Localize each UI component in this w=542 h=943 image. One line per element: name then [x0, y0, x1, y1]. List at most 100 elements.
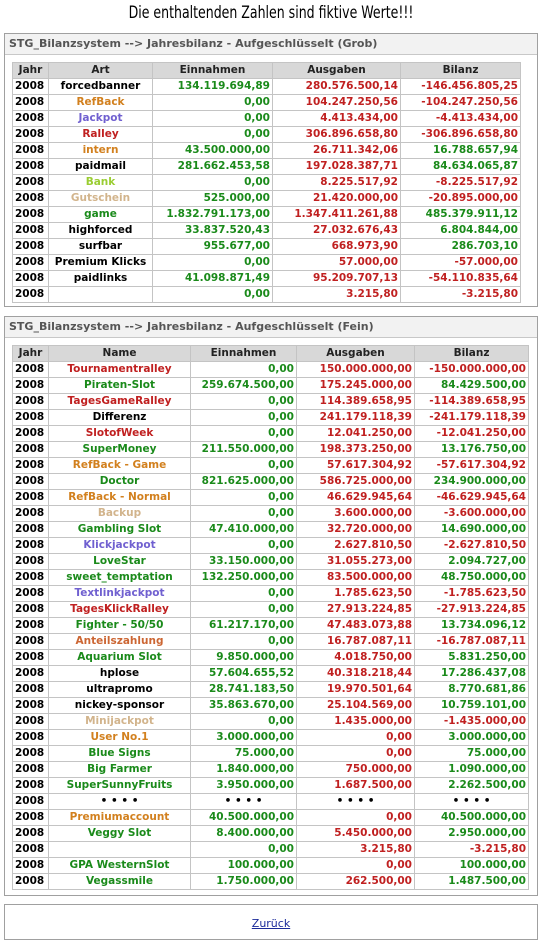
year-cell: 2008 — [12, 521, 49, 538]
expense-cell: 262.500,00 — [296, 873, 415, 890]
year-cell: 2008 — [12, 777, 49, 794]
income-cell: 0,00 — [190, 713, 297, 730]
section-fein: STG_Bilanzsystem --> Jahresbilanz - Aufg… — [4, 316, 538, 896]
income-cell: 40.500.000,00 — [190, 809, 297, 826]
name-cell: Premiumaccount — [48, 809, 191, 826]
data-row: 2008 RefBack 0,00 104.247.250,56 -104.247.25… — [12, 94, 521, 111]
data-row: 2008 TagesGameRalley 0,00 114.389.658,95 -11… — [12, 393, 529, 410]
data-row: 2008 Blue Signs 75.000,00 0,00 75.000,00 — [12, 745, 529, 762]
year-cell: 2008 — [12, 825, 49, 842]
name-cell: Tournamentralley — [48, 361, 191, 378]
year-cell: 2008 — [12, 633, 49, 650]
data-row: 2008 Minijackpot 0,00 1.435.000,00 -1.435.00… — [12, 713, 529, 730]
data-row: 2008 Veggy Slot 8.400.000,00 5.450.000,00 2.… — [12, 825, 529, 842]
name-cell: ultrapromo — [48, 681, 191, 698]
year-cell: 2008 — [12, 489, 49, 506]
expense-cell: 0,00 — [296, 809, 415, 826]
expense-cell: 27.032.676,43 — [272, 222, 401, 239]
data-row: 2008 Klickjackpot 0,00 2.627.810,50 -2.627.8… — [12, 537, 529, 554]
year-cell: 2008 — [12, 425, 49, 442]
expense-cell: 4.413.434,00 — [272, 110, 401, 127]
name-cell: RefBack - Game — [48, 457, 191, 474]
income-cell: 0,00 — [152, 254, 273, 271]
income-cell: 0,00 — [152, 174, 273, 191]
section-title: STG_Bilanzsystem --> Jahresbilanz - Aufg… — [5, 317, 537, 338]
year-cell: 2008 — [12, 505, 49, 522]
header-row: Jahr Art Einnahmen Ausgaben Bilanz — [12, 62, 521, 79]
income-cell: 0,00 — [152, 110, 273, 127]
income-cell: 3.000.000,00 — [190, 729, 297, 746]
data-row: 2008 forcedbanner 134.119.694,89 280.576.50… — [12, 78, 521, 95]
data-row: 2008 User No.1 3.000.000,00 0,00 3.000.000,0… — [12, 729, 529, 746]
year-cell: 2008 — [12, 473, 49, 490]
income-cell: 43.500.000,00 — [152, 142, 273, 159]
column-header: Ausgaben — [296, 345, 415, 362]
year-cell: 2008 — [12, 681, 49, 698]
name-cell — [48, 286, 153, 303]
balance-cell: -104.247.250,56 — [400, 94, 521, 111]
name-cell: SuperMoney — [48, 441, 191, 458]
expense-cell: 586.725.000,00 — [296, 473, 415, 490]
expense-cell: 1.785.623,50 — [296, 585, 415, 602]
data-row: 2008 Premium Klicks 0,00 57.000,00 -57.000,0… — [12, 254, 521, 271]
income-cell: 281.662.453,58 — [152, 158, 273, 175]
year-cell: 2008 — [12, 761, 49, 778]
year-cell: 2008 — [12, 377, 49, 394]
name-cell: Gutschein — [48, 190, 153, 207]
income-cell: 100.000,00 — [190, 857, 297, 874]
section-grob: STG_Bilanzsystem --> Jahresbilanz - Aufg… — [4, 33, 538, 307]
income-cell: 0,00 — [152, 126, 273, 143]
data-row: 2008 game 1.832.791.173,00 1.347.411.261,88… — [12, 206, 521, 223]
expense-cell: 32.720.000,00 — [296, 521, 415, 538]
balance-cell: 48.750.000,00 — [414, 569, 529, 586]
expense-cell: 31.055.273,00 — [296, 553, 415, 570]
section-title: STG_Bilanzsystem --> Jahresbilanz - Aufg… — [5, 34, 537, 55]
balance-cell: 75.000,00 — [414, 745, 529, 762]
expense-cell: 1.435.000,00 — [296, 713, 415, 730]
data-row: 2008 0,00 3.215,80 -3.215,80 — [12, 841, 529, 858]
year-cell: 2008 — [12, 78, 49, 95]
expense-cell: 280.576.500,14 — [272, 78, 401, 95]
name-cell: paidmail — [48, 158, 153, 175]
name-cell: Blue Signs — [48, 745, 191, 762]
expense-cell: 25.104.569,00 — [296, 697, 415, 714]
year-cell: 2008 — [12, 206, 49, 223]
income-cell: 0,00 — [190, 409, 297, 426]
income-cell: 3.950.000,00 — [190, 777, 297, 794]
balance-cell: 2.094.727,00 — [414, 553, 529, 570]
data-row: 2008 hplose 57.604.655,52 40.318.218,44 17.2… — [12, 665, 529, 682]
header-row: Jahr Name Einnahmen Ausgaben Bilanz — [12, 345, 529, 362]
balance-cell: 5.831.250,00 — [414, 649, 529, 666]
expense-cell: • • • • — [296, 793, 415, 810]
expense-cell: 175.245.000,00 — [296, 377, 415, 394]
income-cell: 134.119.694,89 — [152, 78, 273, 95]
column-header: Bilanz — [414, 345, 529, 362]
balance-cell: -3.600.000,00 — [414, 505, 529, 522]
column-header: Jahr — [12, 62, 49, 79]
balance-cell: 2.950.000,00 — [414, 825, 529, 842]
name-cell: SlotofWeek — [48, 425, 191, 442]
year-cell: 2008 — [12, 254, 49, 271]
expense-cell: 46.629.945,64 — [296, 489, 415, 506]
year-cell: 2008 — [12, 190, 49, 207]
year-cell: 2008 — [12, 457, 49, 474]
data-row: 2008 highforced 33.837.520,43 27.032.676,43… — [12, 222, 521, 239]
balance-cell: -146.456.805,25 — [400, 78, 521, 95]
expense-cell: 1.687.500,00 — [296, 777, 415, 794]
balance-cell: -57.000,00 — [400, 254, 521, 271]
year-cell: 2008 — [12, 857, 49, 874]
back-link[interactable]: Zurück — [251, 917, 291, 930]
year-cell: 2008 — [12, 569, 49, 586]
year-cell: 2008 — [12, 158, 49, 175]
name-cell: Backup — [48, 505, 191, 522]
balance-cell: 6.804.844,00 — [400, 222, 521, 239]
income-cell: 35.863.670,00 — [190, 697, 297, 714]
expense-cell: 114.389.658,95 — [296, 393, 415, 410]
balance-cell: -16.787.087,11 — [414, 633, 529, 650]
expense-cell: 668.973,90 — [272, 238, 401, 255]
name-cell: Klickjackpot — [48, 537, 191, 554]
balance-cell: • • • • — [414, 793, 529, 810]
name-cell: forcedbanner — [48, 78, 153, 95]
data-row: 2008 Vegassmile 1.750.000,00 262.500,00 1.48… — [12, 873, 529, 890]
